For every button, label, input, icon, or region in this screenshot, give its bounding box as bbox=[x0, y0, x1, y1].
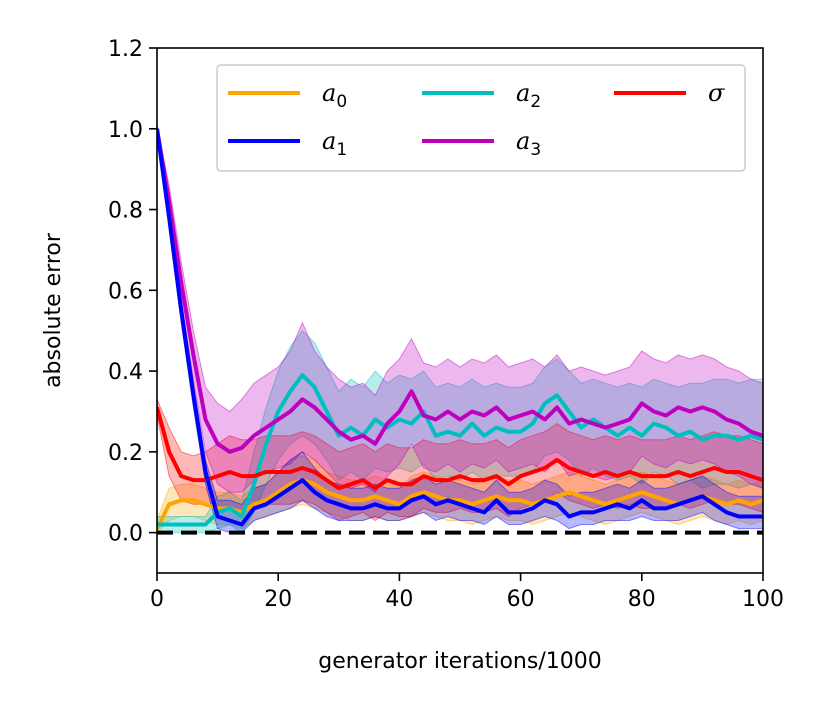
y-axis: 0.0 0.2 0.4 0.6 0.8 1.0 1.2 bbox=[108, 37, 157, 547]
series-line-sigma bbox=[157, 406, 763, 491]
x-tick-label: 100 bbox=[742, 587, 784, 612]
error-bands bbox=[157, 124, 763, 534]
series-line-a2 bbox=[157, 373, 763, 527]
band-a3 bbox=[157, 124, 763, 493]
band-sigma bbox=[157, 399, 763, 522]
y-tick-label: 0.2 bbox=[108, 441, 143, 466]
series-line-a1 bbox=[157, 128, 763, 527]
y-tick-label: 0.4 bbox=[108, 360, 143, 385]
x-tick-label: 0 bbox=[150, 587, 164, 612]
y-tick-label: 1.0 bbox=[108, 118, 143, 143]
series-lines bbox=[157, 128, 763, 530]
x-axis-label: generator iterations/1000 bbox=[318, 649, 601, 674]
y-axis-label: absolute error bbox=[41, 232, 66, 388]
x-axis: 0 20 40 60 80 100 bbox=[150, 573, 784, 612]
y-tick-label: 0.0 bbox=[108, 522, 143, 547]
y-tick-label: 1.2 bbox=[108, 37, 143, 62]
y-tick-label: 0.6 bbox=[108, 279, 143, 304]
series-line-a3 bbox=[157, 128, 763, 454]
series-line-a0 bbox=[157, 478, 763, 530]
plot-frame bbox=[156, 47, 764, 574]
legend-label-sigma: σ bbox=[708, 79, 725, 107]
x-tick-label: 20 bbox=[264, 587, 292, 612]
x-tick-label: 40 bbox=[385, 587, 413, 612]
y-tick-label: 0.8 bbox=[108, 199, 143, 224]
x-tick-label: 80 bbox=[628, 587, 656, 612]
x-tick-label: 60 bbox=[507, 587, 535, 612]
band-a1 bbox=[157, 124, 763, 534]
legend-box bbox=[216, 64, 746, 172]
